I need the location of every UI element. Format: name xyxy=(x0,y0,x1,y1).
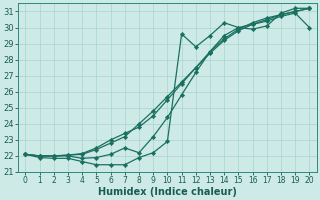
X-axis label: Humidex (Indice chaleur): Humidex (Indice chaleur) xyxy=(98,187,237,197)
